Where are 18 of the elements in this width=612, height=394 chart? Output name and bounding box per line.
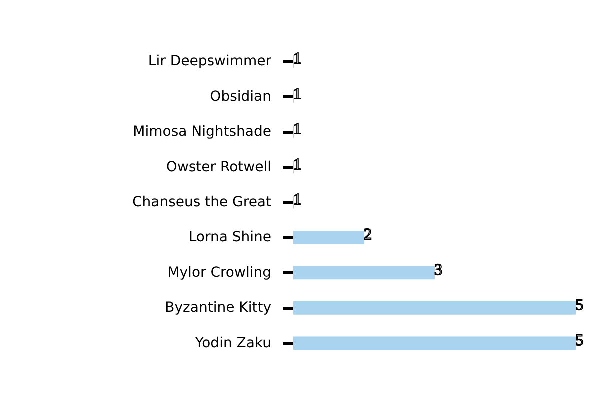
y-tick-label: Mylor Crowling (168, 264, 272, 281)
data-label: 1 (294, 121, 302, 138)
y-tick-label: Owster Rotwell (166, 159, 272, 176)
y-tick-label: Lir Deepswimmer (148, 54, 272, 70)
data-label: 3 (434, 262, 443, 279)
data-label: 1 (294, 86, 302, 103)
y-tick-label: Chanseus the Great (132, 194, 272, 210)
data-label: 1 (294, 156, 302, 174)
y-tick-label: Mimosa Nightshade (133, 124, 272, 140)
y-tick-label: Byzantine Kitty (165, 300, 272, 316)
y-tick-label: Lorna Shine (188, 230, 272, 246)
data-label: 1 (294, 192, 302, 208)
data-label: 5 (576, 297, 584, 314)
data-label: 2 (364, 226, 372, 244)
y-tick-label: Yodin Zaku (194, 335, 272, 352)
data-label: 1 (294, 50, 302, 68)
data-label: 5 (576, 332, 584, 350)
y-tick-label: Obsidian (210, 88, 272, 105)
